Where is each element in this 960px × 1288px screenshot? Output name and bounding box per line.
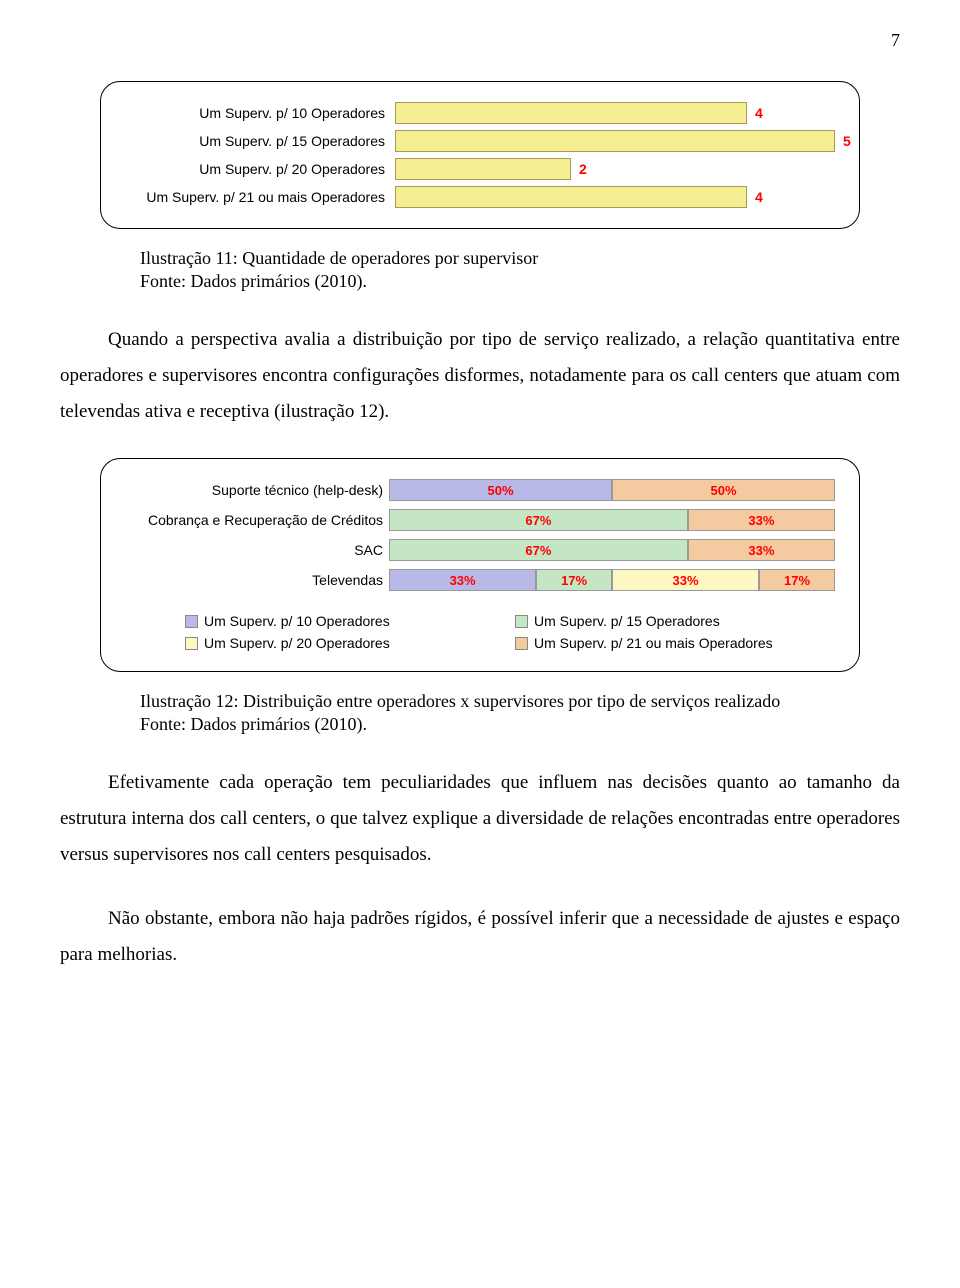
caption-2-title: Ilustração 12: Distribuição entre operad… <box>140 691 780 711</box>
chart-2-row: SAC 67%33% <box>125 539 835 561</box>
chart-2-segment: 33% <box>688 539 835 561</box>
legend-label: Um Superv. p/ 15 Operadores <box>534 613 720 629</box>
chart-1-category-label: Um Superv. p/ 21 ou mais Operadores <box>125 189 385 205</box>
chart-1-category-label: Um Superv. p/ 10 Operadores <box>125 105 385 121</box>
chart-2-category-label: Televendas <box>125 572 383 588</box>
legend-item: Um Superv. p/ 20 Operadores <box>185 635 485 651</box>
chart-2-row: Suporte técnico (help-desk) 50%50% <box>125 479 835 501</box>
chart-2-bar-area: 50%50% <box>389 479 835 501</box>
legend-swatch <box>185 637 198 650</box>
legend-label: Um Superv. p/ 10 Operadores <box>204 613 390 629</box>
chart-1-bar-area: 4 <box>395 186 835 208</box>
chart-2-legend: Um Superv. p/ 10 Operadores Um Superv. p/… <box>185 613 835 651</box>
chart-2-segment: 50% <box>389 479 612 501</box>
chart-1-row: Um Superv. p/ 20 Operadores 2 <box>125 158 835 180</box>
legend-swatch <box>515 615 528 628</box>
chart-2-bar-area: 67%33% <box>389 509 835 531</box>
chart-1-bar-value: 4 <box>755 186 763 208</box>
chart-1-row: Um Superv. p/ 10 Operadores 4 <box>125 102 835 124</box>
caption-1: Ilustração 11: Quantidade de operadores … <box>140 247 900 294</box>
paragraph-3: Não obstante, embora não haja padrões rí… <box>60 901 900 973</box>
chart-1-bar-area: 4 <box>395 102 835 124</box>
chart-2-segment: 33% <box>612 569 759 591</box>
chart-1-bar-value: 2 <box>579 158 587 180</box>
caption-1-source: Fonte: Dados primários (2010). <box>140 271 367 291</box>
chart-2-bar-area: 33%17%33%17% <box>389 569 835 591</box>
chart-1-bar <box>395 130 835 152</box>
chart-1-row: Um Superv. p/ 21 ou mais Operadores 4 <box>125 186 835 208</box>
caption-2-source: Fonte: Dados primários (2010). <box>140 714 367 734</box>
chart-2-row: Cobrança e Recuperação de Créditos 67%33% <box>125 509 835 531</box>
chart-2-frame: Suporte técnico (help-desk) 50%50% Cobranç… <box>100 458 860 672</box>
caption-2: Ilustração 12: Distribuição entre operad… <box>140 690 900 737</box>
legend-item: Um Superv. p/ 15 Operadores <box>515 613 815 629</box>
page-number: 7 <box>60 30 900 51</box>
paragraph-1: Quando a perspectiva avalia a distribuiç… <box>60 322 900 430</box>
chart-1-bar <box>395 186 747 208</box>
chart-1-row: Um Superv. p/ 15 Operadores 5 <box>125 130 835 152</box>
document-page: 7 Um Superv. p/ 10 Operadores4Um Superv.… <box>0 0 960 1041</box>
chart-2-row: Televendas33%17%33%17% <box>125 569 835 591</box>
chart-2-category-label: Cobrança e Recuperação de Créditos <box>125 512 383 528</box>
chart-1-bar-area: 2 <box>395 158 835 180</box>
caption-1-title: Ilustração 11: Quantidade de operadores … <box>140 248 538 268</box>
legend-label: Um Superv. p/ 20 Operadores <box>204 635 390 651</box>
chart-1-category-label: Um Superv. p/ 15 Operadores <box>125 133 385 149</box>
paragraph-2: Efetivamente cada operação tem peculiari… <box>60 765 900 873</box>
legend-label: Um Superv. p/ 21 ou mais Operadores <box>534 635 773 651</box>
chart-1-bar <box>395 158 571 180</box>
chart-2-segment: 67% <box>389 539 688 561</box>
chart-2-segment: 17% <box>536 569 612 591</box>
legend-swatch <box>185 615 198 628</box>
legend-item: Um Superv. p/ 10 Operadores <box>185 613 485 629</box>
chart-2-bar-area: 67%33% <box>389 539 835 561</box>
chart-2-segment: 50% <box>612 479 835 501</box>
chart-1-bar-area: 5 <box>395 130 835 152</box>
chart-2-segment: 33% <box>688 509 835 531</box>
chart-1-frame: Um Superv. p/ 10 Operadores4Um Superv. p… <box>100 81 860 229</box>
chart-1-category-label: Um Superv. p/ 20 Operadores <box>125 161 385 177</box>
chart-2-segment: 67% <box>389 509 688 531</box>
chart-1-bar-value: 5 <box>843 130 851 152</box>
chart-1: Um Superv. p/ 10 Operadores4Um Superv. p… <box>125 102 835 208</box>
chart-1-bar <box>395 102 747 124</box>
chart-2-segment: 33% <box>389 569 536 591</box>
chart-1-bar-value: 4 <box>755 102 763 124</box>
chart-2-category-label: Suporte técnico (help-desk) <box>125 482 383 498</box>
chart-2: Suporte técnico (help-desk) 50%50% Cobranç… <box>125 479 835 591</box>
legend-item: Um Superv. p/ 21 ou mais Operadores <box>515 635 815 651</box>
chart-2-category-label: SAC <box>125 542 383 558</box>
legend-swatch <box>515 637 528 650</box>
chart-2-segment: 17% <box>759 569 835 591</box>
